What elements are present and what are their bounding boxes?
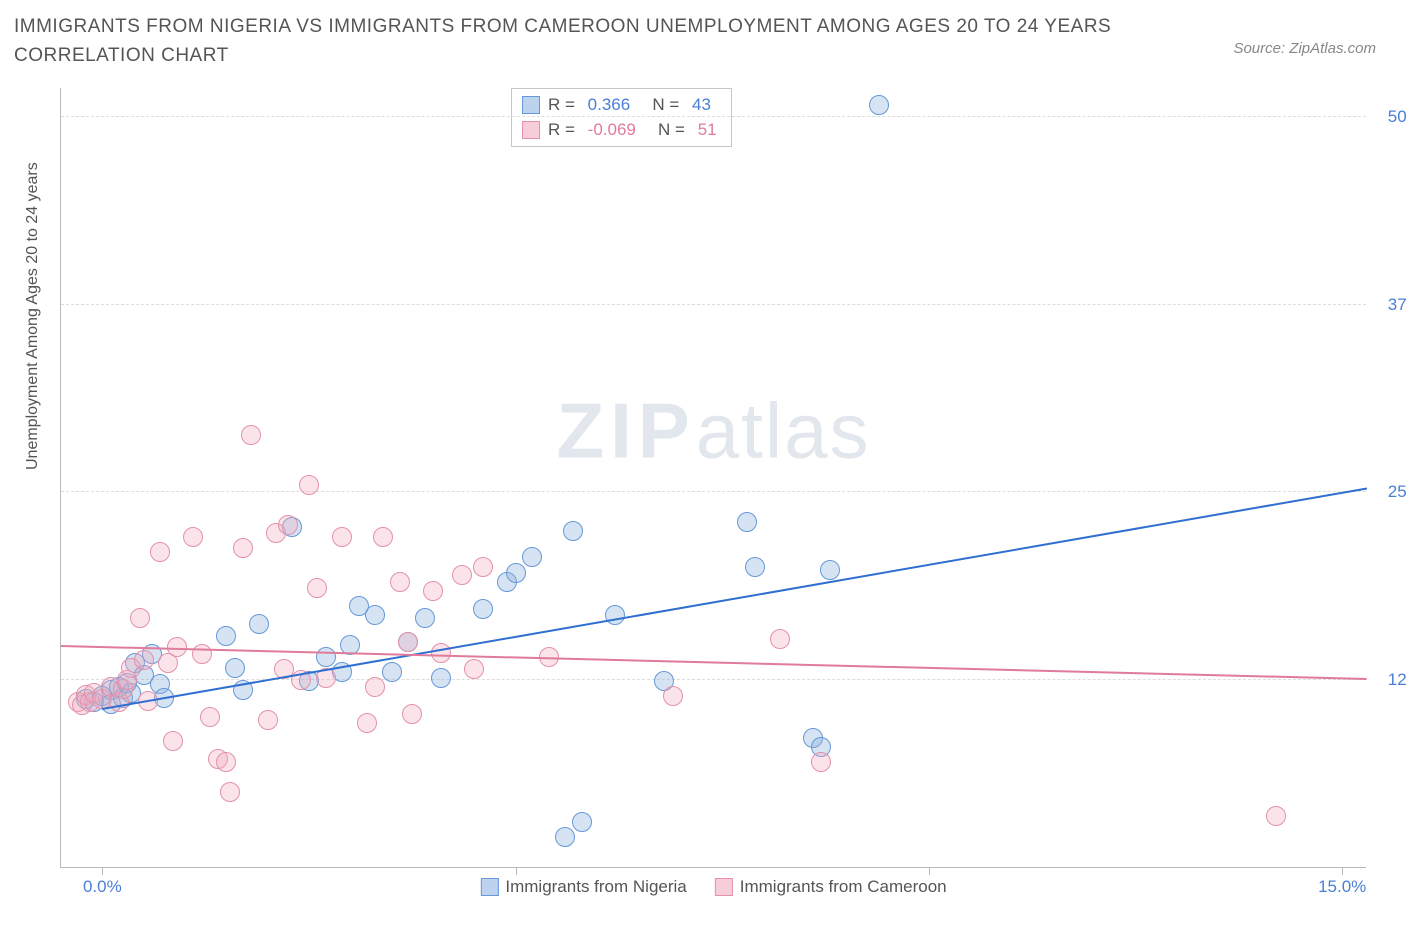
scatter-point — [200, 707, 220, 727]
x-tick — [516, 867, 517, 875]
source-attribution: Source: ZipAtlas.com — [1233, 40, 1376, 57]
scatter-point — [563, 521, 583, 541]
scatter-point — [167, 637, 187, 657]
scatter-point — [473, 557, 493, 577]
gridline — [61, 304, 1366, 305]
swatch-cameroon-icon — [715, 878, 733, 896]
scatter-point — [225, 658, 245, 678]
scatter-point — [134, 650, 154, 670]
scatter-point — [605, 605, 625, 625]
scatter-point — [431, 668, 451, 688]
scatter-point — [373, 527, 393, 547]
scatter-point — [820, 560, 840, 580]
n-label: N = — [644, 118, 690, 143]
x-tick — [1342, 867, 1343, 875]
scatter-point — [770, 629, 790, 649]
scatter-point — [233, 538, 253, 558]
n-label: N = — [638, 93, 684, 118]
scatter-point — [473, 599, 493, 619]
scatter-point — [220, 782, 240, 802]
scatter-point — [382, 662, 402, 682]
swatch-nigeria-icon — [480, 878, 498, 896]
swatch-cameroon — [522, 121, 540, 139]
scatter-point — [241, 425, 261, 445]
scatter-point — [183, 527, 203, 547]
y-axis-title: Unemployment Among Ages 20 to 24 years — [24, 162, 42, 470]
watermark: ZIPatlas — [556, 385, 870, 476]
legend-item-nigeria: Immigrants from Nigeria — [480, 877, 686, 897]
scatter-point — [365, 605, 385, 625]
scatter-point — [415, 608, 435, 628]
scatter-point — [192, 644, 212, 664]
scatter-point — [431, 643, 451, 663]
y-axis-label: 50.0% — [1388, 107, 1406, 127]
x-axis-min-label: 0.0% — [83, 877, 122, 897]
scatter-point — [216, 752, 236, 772]
scatter-point — [258, 710, 278, 730]
trend-line — [61, 645, 1367, 680]
scatter-point — [130, 608, 150, 628]
scatter-point — [555, 827, 575, 847]
legend-item-cameroon: Immigrants from Cameroon — [715, 877, 947, 897]
scatter-point — [390, 572, 410, 592]
scatter-point — [365, 677, 385, 697]
swatch-nigeria — [522, 96, 540, 114]
n-value-nigeria: 43 — [692, 93, 711, 118]
scatter-point — [506, 563, 526, 583]
scatter-point — [249, 614, 269, 634]
scatter-point — [307, 578, 327, 598]
scatter-point — [522, 547, 542, 567]
scatter-point — [745, 557, 765, 577]
scatter-point — [357, 713, 377, 733]
watermark-right: atlas — [696, 386, 871, 474]
scatter-point — [316, 647, 336, 667]
scatter-point — [150, 542, 170, 562]
gridline — [61, 491, 1366, 492]
legend-row-nigeria: R = 0.366 N = 43 — [522, 93, 717, 118]
scatter-point — [278, 515, 298, 535]
n-value-cameroon: 51 — [698, 118, 717, 143]
scatter-point — [423, 581, 443, 601]
scatter-point — [1266, 806, 1286, 826]
gridline — [61, 679, 1366, 680]
scatter-point — [464, 659, 484, 679]
legend-label-nigeria: Immigrants from Nigeria — [505, 877, 686, 897]
gridline — [61, 116, 1366, 117]
x-axis-max-label: 15.0% — [1318, 877, 1366, 897]
x-tick — [929, 867, 930, 875]
scatter-point — [869, 95, 889, 115]
chart-title: IMMIGRANTS FROM NIGERIA VS IMMIGRANTS FR… — [14, 12, 1134, 71]
r-value-cameroon: -0.069 — [588, 118, 636, 143]
scatter-point — [216, 626, 236, 646]
scatter-point — [398, 632, 418, 652]
scatter-plot-area: ZIPatlas R = 0.366 N = 43 R = -0.069 N =… — [60, 88, 1366, 868]
scatter-point — [332, 527, 352, 547]
x-tick — [102, 867, 103, 875]
scatter-point — [402, 704, 422, 724]
watermark-left: ZIP — [556, 386, 695, 474]
r-value-nigeria: 0.366 — [588, 93, 631, 118]
correlation-legend: R = 0.366 N = 43 R = -0.069 N = 51 — [511, 88, 732, 147]
scatter-point — [663, 686, 683, 706]
r-label: R = — [548, 93, 580, 118]
scatter-point — [572, 812, 592, 832]
scatter-point — [452, 565, 472, 585]
scatter-point — [299, 475, 319, 495]
y-axis-label: 12.5% — [1388, 670, 1406, 690]
scatter-point — [163, 731, 183, 751]
scatter-point — [811, 752, 831, 772]
scatter-point — [737, 512, 757, 532]
legend-label-cameroon: Immigrants from Cameroon — [740, 877, 947, 897]
series-legend: Immigrants from Nigeria Immigrants from … — [480, 877, 946, 897]
y-axis-label: 25.0% — [1388, 482, 1406, 502]
r-label: R = — [548, 118, 580, 143]
y-axis-label: 37.5% — [1388, 295, 1406, 315]
legend-row-cameroon: R = -0.069 N = 51 — [522, 118, 717, 143]
